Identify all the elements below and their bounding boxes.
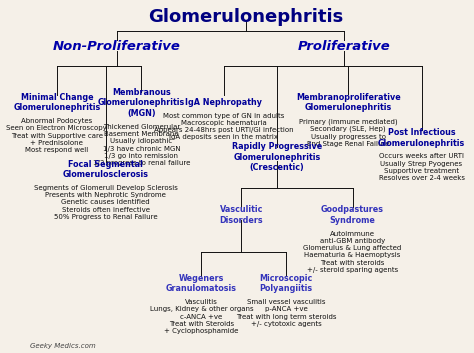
Text: Small vessel vasculitis
p-ANCA +ve
Treat with long term steroids
+/- cytotoxic a: Small vessel vasculitis p-ANCA +ve Treat… [236,299,336,327]
Text: Goodpastures
Syndrome: Goodpastures Syndrome [321,205,384,225]
Text: Microscopic
Polyangiitis: Microscopic Polyangiitis [259,274,312,293]
Text: Wegeners
Granulomatosis: Wegeners Granulomatosis [166,274,237,293]
Text: Proliferative: Proliferative [297,40,390,53]
Text: IgA Nephropathy: IgA Nephropathy [185,98,262,107]
Text: Membranous
Glomerulonephritis
(MGN): Membranous Glomerulonephritis (MGN) [98,88,185,118]
Text: Rapidly Progressive
Glomerulonephritis
(Crescentic): Rapidly Progressive Glomerulonephritis (… [232,142,322,172]
Text: Post Infectious
Glomerulonephritis: Post Infectious Glomerulonephritis [378,128,465,148]
Text: Occurs weeks after URTI
Usually Strep Pyogenes
Supportive treatment
Resolves ove: Occurs weeks after URTI Usually Strep Py… [379,153,465,181]
Text: Thickened Glomerular
Basement Membrane
Usually idiopathic
1/3 have chronic MGN
1: Thickened Glomerular Basement Membrane U… [93,124,190,166]
Text: Non-Proliferative: Non-Proliferative [53,40,181,53]
Text: Glomerulonephritis: Glomerulonephritis [148,7,344,25]
Text: Abnormal Podocytes
Seen on Electron Microscopy
Treat with Supportive care
+ Pred: Abnormal Podocytes Seen on Electron Micr… [7,118,107,153]
Text: Primary (immune mediated)
Secondary (SLE, Hep)
Usually progresses to
End Stage R: Primary (immune mediated) Secondary (SLE… [299,118,398,147]
Text: Vasculitis
Lungs, Kidney & other organs
c-ANCA +ve
Treat with Steroids
+ Cycloph: Vasculitis Lungs, Kidney & other organs … [150,299,253,334]
Text: Most common type of GN in adults
Macroscopic haematuria
Appears 24-48hrs post UR: Most common type of GN in adults Macrosc… [154,113,293,140]
Text: Autoimmune
anti-GBM antibody
Glomerulus & Lung affected
Haematuria & Haemoptysis: Autoimmune anti-GBM antibody Glomerulus … [303,231,402,273]
Text: Vasculitic
Disorders: Vasculitic Disorders [219,205,263,225]
Text: Minimal Change
Glomerulonephritis: Minimal Change Glomerulonephritis [13,93,100,112]
Text: Membranoproliferative
Glomerulonephritis: Membranoproliferative Glomerulonephritis [296,93,401,112]
Text: Geeky Medics.com: Geeky Medics.com [30,343,96,349]
Text: Focal Segmental
Glomerulosclerosis: Focal Segmental Glomerulosclerosis [63,160,149,179]
Text: Segments of Glomeruli Develop Sclerosis
Presents with Nephrotic Syndrome
Genetic: Segments of Glomeruli Develop Sclerosis … [34,185,178,220]
